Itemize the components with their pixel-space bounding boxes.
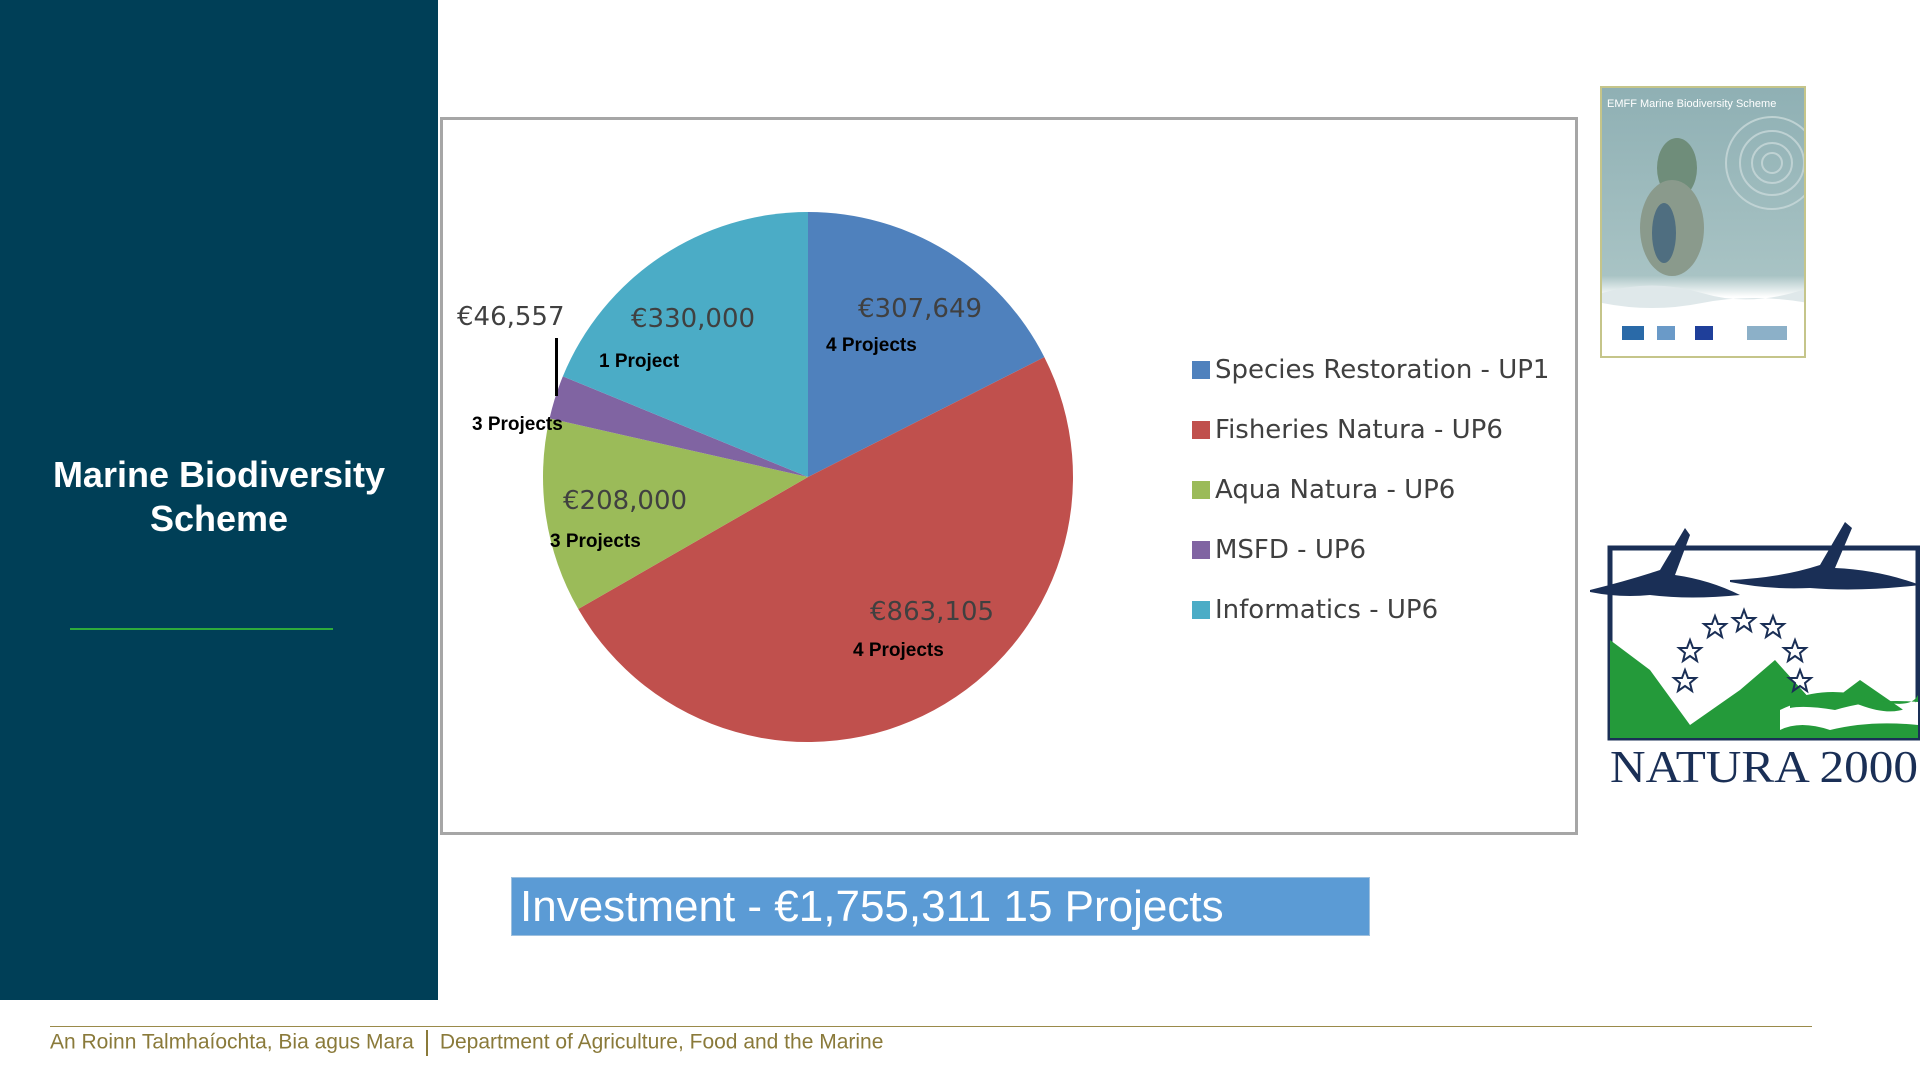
legend-label: Species Restoration - UP1 xyxy=(1215,355,1550,385)
page-title: Marine Biodiversity Scheme xyxy=(0,453,438,541)
legend-swatch xyxy=(1192,481,1210,499)
legend-label: Informatics - UP6 xyxy=(1215,595,1439,625)
legend-swatch xyxy=(1192,601,1210,619)
legend-swatch xyxy=(1192,361,1210,379)
slice-informatics xyxy=(562,211,808,477)
legend-swatch xyxy=(1192,421,1210,439)
brochure-title: EMFF Marine Biodiversity Scheme xyxy=(1607,98,1777,110)
natura-2000-logo: NATURA 2000 xyxy=(1590,522,1920,790)
footer-irish-text: An Roinn Talmhaíochta, Bia agus Mara xyxy=(50,1030,414,1054)
projects-label-msfd: 3 Projects xyxy=(472,414,563,435)
legend-item: Species Restoration - UP1 xyxy=(1192,340,1549,400)
page-title-line-2: Scheme xyxy=(149,498,289,539)
title-underline xyxy=(70,628,333,630)
value-label-aqua-natura: €208,000 xyxy=(563,486,688,516)
slice-species-restoration xyxy=(808,212,1045,477)
footer-english-text: Department of Agriculture, Food and the … xyxy=(439,1030,884,1054)
legend-label: MSFD - UP6 xyxy=(1215,535,1367,565)
footer-separator xyxy=(425,1030,428,1056)
legend-item: Fisheries Natura - UP6 xyxy=(1192,400,1549,460)
chart-legend: Species Restoration - UP1 Fisheries Natu… xyxy=(1192,340,1549,640)
value-label-msfd: €46,557 xyxy=(457,302,565,332)
natura-logo-text: NATURA 2000 xyxy=(1610,741,1918,790)
value-label-species-restoration: €307,649 xyxy=(858,294,983,324)
legend-item: MSFD - UP6 xyxy=(1192,520,1549,580)
msfd-leader-line xyxy=(555,338,558,396)
legend-item: Informatics - UP6 xyxy=(1192,580,1549,640)
value-label-fisheries-natura: €863,105 xyxy=(870,597,995,627)
slice-msfd xyxy=(549,376,808,477)
projects-label-informatics: 1 Project xyxy=(599,351,680,372)
slice-aqua-natura xyxy=(543,418,808,610)
legend-swatch xyxy=(1192,541,1210,559)
page-title-line-1: Marine Biodiversity xyxy=(52,454,386,495)
legend-item: Aqua Natura - UP6 xyxy=(1192,460,1549,520)
investment-banner: Investment - €1,755,311 15 Projects xyxy=(511,877,1370,936)
projects-label-fisheries-natura: 4 Projects xyxy=(853,640,944,661)
slice-fisheries-natura xyxy=(578,357,1073,742)
brochure-cover-image: EMFF Marine Biodiversity Scheme xyxy=(1600,86,1806,358)
projects-label-species-restoration: 4 Projects xyxy=(826,335,917,356)
footer: An Roinn Talmhaíochta, Bia agus Mara Depa… xyxy=(50,1030,883,1056)
projects-label-aqua-natura: 3 Projects xyxy=(550,531,641,552)
legend-label: Aqua Natura - UP6 xyxy=(1215,475,1456,505)
brochure-artwork xyxy=(1602,116,1804,340)
legend-label: Fisheries Natura - UP6 xyxy=(1215,415,1503,445)
footer-rule xyxy=(50,1026,1812,1027)
value-label-informatics: €330,000 xyxy=(631,304,756,334)
sidebar-panel: Marine Biodiversity Scheme xyxy=(0,0,438,1000)
